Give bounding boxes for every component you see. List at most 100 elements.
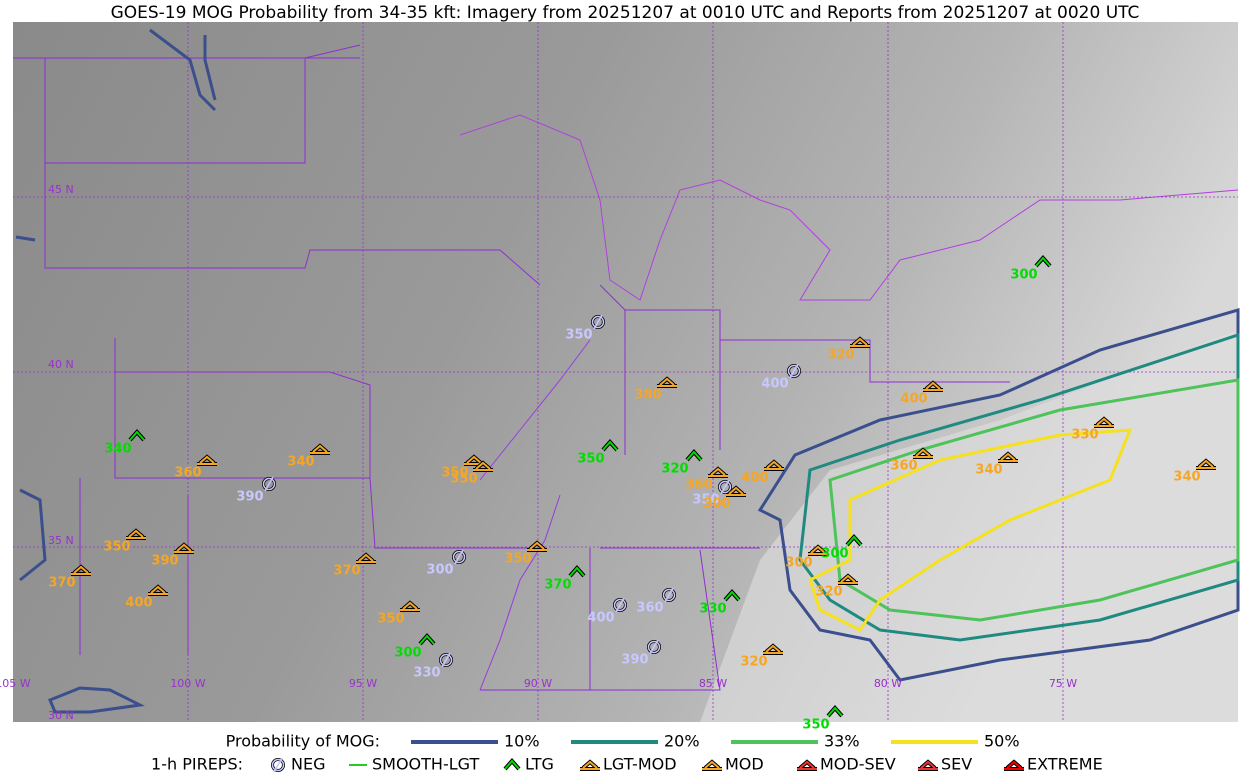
altitude-label: 400 bbox=[125, 596, 152, 611]
turb-icon bbox=[763, 644, 783, 654]
turb-icon bbox=[918, 760, 938, 770]
turb-icon bbox=[126, 529, 146, 539]
latitude-label: 40 N bbox=[48, 358, 74, 371]
neg-icon bbox=[262, 477, 276, 491]
altitude-label: 370 bbox=[333, 564, 360, 579]
altitude-label: 370 bbox=[48, 576, 75, 591]
altitude-label: 360 bbox=[636, 601, 663, 616]
ltg-icon bbox=[846, 535, 862, 546]
legend-item: MOD bbox=[725, 755, 764, 774]
altitude-label: 340 bbox=[104, 442, 131, 457]
longitude-label: 90 W bbox=[524, 677, 552, 690]
altitude-label: 400 bbox=[761, 377, 788, 392]
ltg-icon bbox=[504, 759, 520, 770]
neg-icon bbox=[591, 315, 605, 329]
legend-label: Probability of MOG: bbox=[226, 732, 380, 751]
altitude-label: 340 bbox=[975, 463, 1002, 478]
neg-icon bbox=[593, 314, 603, 330]
altitude-label: 300 bbox=[1010, 268, 1037, 283]
altitude-label: 380 bbox=[634, 388, 661, 403]
turb-icon bbox=[580, 760, 600, 770]
longitude-label: 95 W bbox=[349, 677, 377, 690]
neg-icon bbox=[647, 640, 661, 654]
neg-icon bbox=[439, 653, 453, 667]
legend-item: LGT-MOD bbox=[603, 755, 677, 774]
turb-icon bbox=[726, 486, 746, 496]
legend-item: 50% bbox=[984, 732, 1020, 751]
longitude-label: 100 W bbox=[170, 677, 205, 690]
altitude-label: 400 bbox=[741, 471, 768, 486]
altitude-label: 320 bbox=[815, 585, 842, 600]
legend-item: 20% bbox=[664, 732, 700, 751]
altitude-label: 360 bbox=[890, 459, 917, 474]
altitude-label: 350 bbox=[441, 466, 468, 481]
turb-icon bbox=[808, 545, 828, 555]
latitude-label: 30 N bbox=[48, 709, 74, 722]
ltg-icon bbox=[827, 706, 843, 717]
turb-icon bbox=[1196, 459, 1216, 469]
neg-icon bbox=[264, 476, 274, 492]
neg-icon bbox=[662, 588, 676, 602]
turb-icon bbox=[850, 337, 870, 347]
altitude-label: 400 bbox=[900, 392, 927, 407]
neg-icon bbox=[649, 639, 659, 655]
neg-icon bbox=[615, 597, 625, 613]
altitude-label: 400 bbox=[587, 611, 614, 626]
title: GOES-19 MOG Probability from 34-35 kft: … bbox=[111, 3, 1140, 23]
turb-icon bbox=[838, 574, 858, 584]
ltg-icon bbox=[724, 590, 740, 601]
altitude-label: 320 bbox=[827, 348, 854, 363]
turb-icon bbox=[148, 585, 168, 595]
neg-icon bbox=[613, 598, 627, 612]
altitude-label: 350 bbox=[377, 612, 404, 627]
turb-icon bbox=[797, 760, 817, 770]
legend-item: 33% bbox=[824, 732, 860, 751]
graticule bbox=[13, 22, 1238, 722]
latitude-label: 35 N bbox=[48, 534, 74, 547]
turb-icon bbox=[473, 461, 493, 471]
altitude-label: 330 bbox=[1071, 428, 1098, 443]
neg-icon bbox=[789, 363, 799, 379]
turb-icon bbox=[923, 381, 943, 391]
ltg-icon bbox=[569, 566, 585, 577]
altitude-label: 370 bbox=[544, 578, 571, 593]
altitude-label: 330 bbox=[413, 666, 440, 681]
ltg-icon bbox=[129, 430, 145, 441]
latitude-label: 45 N bbox=[48, 183, 74, 196]
turb-icon bbox=[657, 377, 677, 387]
legend-item: MOD-SEV bbox=[820, 755, 896, 774]
altitude-label: 350 bbox=[802, 718, 829, 733]
altitude-label: 350 bbox=[565, 328, 592, 343]
altitude-label: 350 bbox=[692, 493, 719, 508]
legend-item: LTG bbox=[525, 755, 554, 774]
turb-icon bbox=[702, 760, 722, 770]
lat-lon-labels: 45 N 40 N 35 N 30 N 105 W 100 W 95 W 90 W 85 W 80… bbox=[0, 183, 1077, 722]
legend-label: 1-h PIREPS: bbox=[151, 755, 243, 774]
altitude-label: 350 bbox=[450, 472, 477, 487]
altitude-label: 300 bbox=[703, 497, 730, 512]
longitude-label: 85 W bbox=[699, 677, 727, 690]
altitude-label: 350 bbox=[577, 452, 604, 467]
ltg-icon bbox=[686, 450, 702, 461]
turb-icon bbox=[71, 565, 91, 575]
legend-item: 10% bbox=[504, 732, 540, 751]
neg-icon bbox=[787, 364, 801, 378]
neg-icon bbox=[718, 480, 732, 494]
turb-icon bbox=[764, 460, 784, 470]
ltg-icon bbox=[419, 634, 435, 645]
turb-icon bbox=[400, 601, 420, 611]
altitude-label: 330 bbox=[699, 602, 726, 617]
legend: Probability of MOG: 10% 20% 33% 50% 1-h PIREP… bbox=[151, 732, 1103, 774]
neg-icon bbox=[273, 757, 283, 773]
turb-icon bbox=[708, 467, 728, 477]
ltg-icon bbox=[602, 440, 618, 451]
altitude-label: 320 bbox=[740, 655, 767, 670]
neg-icon bbox=[452, 550, 466, 564]
altitude-label: 340 bbox=[287, 455, 314, 470]
turb-icon bbox=[913, 448, 933, 458]
turb-icon bbox=[197, 455, 217, 465]
ltg-icon bbox=[1035, 256, 1051, 267]
altitude-label: 300 bbox=[394, 646, 421, 661]
